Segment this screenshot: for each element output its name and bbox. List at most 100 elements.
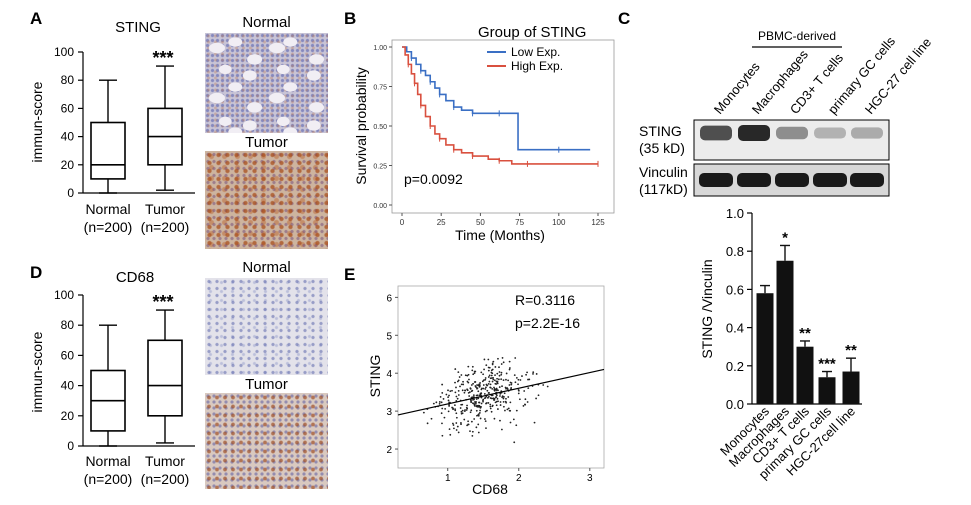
- panel-a-title: STING: [115, 19, 161, 36]
- scatter-point: [466, 407, 469, 410]
- scatter-point: [469, 387, 472, 390]
- scatter-point: [484, 377, 487, 379]
- scatter-point: [518, 398, 521, 401]
- scatter-point: [458, 376, 461, 378]
- scatter-point: [494, 396, 497, 399]
- scatter-point: [495, 388, 498, 391]
- blot-band-sting: [700, 125, 732, 141]
- scatter-point: [476, 394, 479, 397]
- panel-b-xtick-label: 100: [552, 218, 566, 227]
- panel-e-ytick-label: 5: [386, 331, 392, 342]
- scatter-point: [494, 366, 497, 368]
- scatter-point: [501, 385, 503, 388]
- scatter-point: [498, 371, 501, 373]
- scatter-point: [517, 392, 520, 395]
- scatter-point: [486, 409, 488, 412]
- scatter-point: [441, 422, 443, 425]
- scatter-point: [525, 373, 527, 376]
- scatter-point: [475, 386, 477, 388]
- scatter-point: [473, 405, 476, 407]
- scatter-point: [497, 357, 499, 360]
- scatter-point: [524, 403, 527, 406]
- scatter-point: [515, 409, 518, 412]
- blot-band-vinculin: [699, 173, 733, 187]
- panel-letter-b: B: [344, 9, 356, 28]
- scatter-point: [480, 371, 483, 374]
- scatter-point: [449, 390, 452, 393]
- scatter-point: [470, 401, 473, 404]
- scatter-point: [498, 374, 501, 377]
- scatter-point: [440, 401, 443, 404]
- scatter-point: [488, 374, 491, 377]
- panel-c-ytick-label: 0.8: [726, 244, 744, 259]
- panel-b-pvalue: p=0.0092: [404, 171, 463, 187]
- panel-letter-e: E: [344, 265, 355, 284]
- scatter-point: [508, 367, 511, 369]
- scatter-point: [481, 380, 484, 383]
- scatter-point: [513, 441, 516, 444]
- scatter-point: [468, 378, 470, 381]
- scatter-point: [449, 433, 452, 436]
- scatter-point: [463, 391, 466, 394]
- scatter-point: [500, 428, 503, 431]
- panel-b-ylabel: Survival probability: [353, 67, 369, 185]
- blot-band-vinculin: [850, 173, 884, 187]
- scatter-point: [482, 400, 484, 403]
- ihc-photo-d-normal: [205, 278, 328, 375]
- scatter-point: [455, 416, 458, 419]
- scatter-point: [484, 378, 487, 381]
- scatter-point: [457, 389, 460, 392]
- panel-b-ytick-label: 0.00: [373, 203, 387, 210]
- scatter-point: [506, 408, 509, 411]
- scatter-point: [475, 398, 478, 400]
- panel-c-ytick-label: 0.4: [726, 321, 744, 336]
- scatter-point: [497, 408, 499, 410]
- scatter-point: [460, 421, 462, 424]
- scatter-point: [522, 405, 525, 407]
- scatter-point: [447, 410, 450, 413]
- ihc-photo-a-normal: [205, 33, 328, 133]
- blot-band-sting: [738, 125, 770, 141]
- scatter-point: [476, 387, 478, 390]
- ihc-label-a-normal: Normal: [242, 14, 291, 31]
- panel-c-ytick-label: 0.0: [726, 397, 744, 412]
- scatter-point: [508, 360, 511, 363]
- panel-d-title: CD68: [116, 269, 154, 286]
- scatter-point: [461, 409, 464, 412]
- scatter-point: [482, 387, 485, 390]
- scatter-point: [490, 410, 493, 413]
- scatter-point: [475, 409, 478, 412]
- scatter-point: [438, 402, 441, 405]
- scatter-point: [463, 418, 466, 421]
- scatter-point: [521, 375, 523, 377]
- panel-e-xtick-label: 1: [445, 473, 451, 484]
- panel-e-ylabel: STING: [367, 355, 383, 398]
- scatter-point: [489, 407, 492, 410]
- scatter-point: [483, 358, 486, 361]
- scatter-point: [452, 408, 454, 411]
- blot-lane-label: primary GC cells: [825, 33, 899, 117]
- scatter-point: [475, 426, 478, 429]
- scatter-point: [466, 380, 469, 383]
- scatter-point: [462, 380, 464, 383]
- scatter-point: [501, 357, 504, 359]
- scatter-point: [494, 401, 497, 404]
- scatter-point: [495, 380, 498, 383]
- scatter-point: [464, 389, 466, 392]
- band-label-sting-2: (35 kD): [639, 140, 685, 156]
- scatter-point: [515, 424, 518, 427]
- scatter-point: [497, 389, 499, 392]
- panel-c-ytick-label: 0.6: [726, 282, 744, 297]
- scatter-point: [484, 388, 487, 390]
- panel-a-ylabel: immun-score: [29, 81, 45, 162]
- panel-b-ytick-label: 1.00: [373, 45, 387, 52]
- scatter-point: [466, 404, 468, 407]
- scatter-point: [471, 369, 474, 372]
- scatter-point: [496, 381, 499, 384]
- panel-c-ytick-label: 0.2: [726, 359, 744, 374]
- panel-letter-a: A: [30, 9, 42, 28]
- scatter-point: [502, 405, 505, 408]
- scatter-point: [457, 371, 460, 373]
- ihc-label-a-tumor: Tumor: [245, 134, 288, 151]
- scatter-point: [455, 386, 457, 389]
